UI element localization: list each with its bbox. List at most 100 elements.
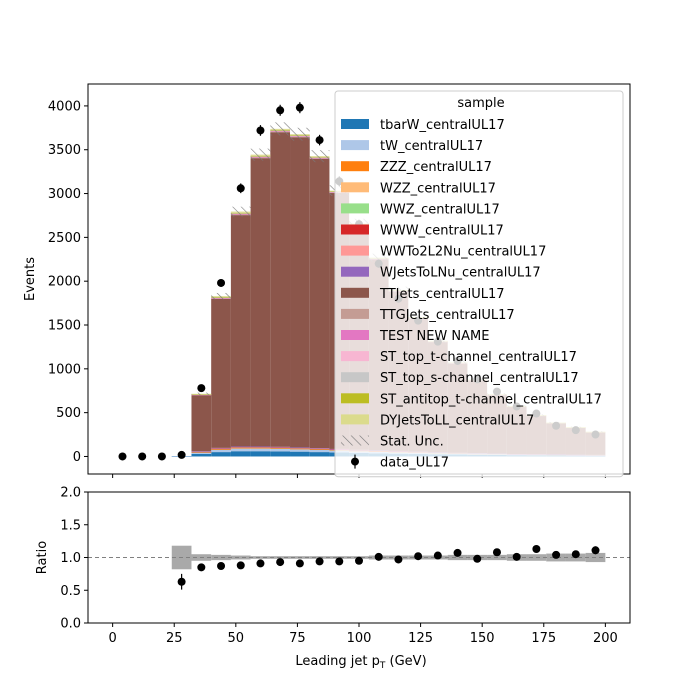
- legend-label-stat-unc: Stat. Unc.: [380, 435, 444, 450]
- stat-unc-bin-9: [290, 127, 310, 141]
- legend-label-WJetsToLNu_centralUL17: WJetsToLNu_centralUL17: [380, 266, 541, 281]
- bar-WJetsToLNu_centralUL17-bin-9: [290, 447, 310, 449]
- bar-tbarW_centralUL17-bin-4: [191, 453, 212, 457]
- bar-ZZZ_centralUL17-bin-5: [211, 449, 231, 450]
- legend-swatch-TTJets_centralUL17: [341, 287, 369, 298]
- ratio-y-axis-label: Ratio: [35, 541, 50, 574]
- legend-swatch-DYJetsToLL_centralUL17: [341, 414, 369, 425]
- main-y-tick-label: 3500: [48, 143, 81, 158]
- legend-label-TTGJets_centralUL17: TTGJets_centralUL17: [379, 308, 515, 323]
- ratio-point: [473, 554, 482, 563]
- x-tick-label: 100: [347, 631, 372, 646]
- legend-title: sample: [457, 96, 504, 111]
- ratio-y-tick-label: 0.0: [60, 617, 81, 632]
- ratio-point: [492, 548, 501, 557]
- legend-swatch-ST_top_s-channel_centralUL17: [341, 372, 369, 383]
- bar-tbarW_centralUL17-bin-8: [270, 451, 291, 457]
- x-tick-label: 25: [166, 631, 183, 646]
- legend-swatch-tbarW_centralUL17: [341, 119, 369, 129]
- ratio-point: [433, 551, 442, 560]
- legend-label-WZZ_centralUL17: WZZ_centralUL17: [380, 181, 496, 196]
- bar-tW_centralUL17-bin-6: [230, 448, 251, 452]
- bar-ZZZ_centralUL17-bin-9: [290, 448, 310, 450]
- legend-label-tW_centralUL17: tW_centralUL17: [380, 139, 483, 154]
- bar-TTJets_centralUL17-bin-7: [250, 158, 271, 447]
- bar-WJetsToLNu_centralUL17-bin-7: [250, 446, 271, 448]
- legend-label-WWTo2L2Nu_centralUL17: WWTo2L2Nu_centralUL17: [380, 245, 546, 260]
- legend-label-ST_top_s-channel_centralUL17: ST_top_s-channel_centralUL17: [380, 371, 579, 386]
- bar-tW_centralUL17-bin-9: [290, 448, 310, 452]
- ratio-point: [532, 544, 541, 553]
- ratio-points: [177, 544, 600, 590]
- main-y-tick-label: 4000: [48, 99, 81, 114]
- ratio-point: [591, 546, 600, 555]
- bar-tbarW_centralUL17-bin-7: [250, 451, 271, 457]
- ratio-point: [236, 561, 245, 570]
- ratio-plot: 0.0 0.5 1.0 1.5 2.0 0 25 50 75 100 125 150 175 200 Ra…: [35, 486, 631, 671]
- stat-unc-bin-4: [191, 392, 212, 396]
- legend-label-ST_top_t-channel_centralUL17: ST_top_t-channel_centralUL17: [380, 350, 577, 365]
- bar-tW_centralUL17-bin-8: [270, 448, 291, 452]
- stat-unc-bin-8: [270, 122, 291, 136]
- bar-WWW_centralUL17-bin-9: [290, 448, 310, 449]
- bar-WJetsToLNu_centralUL17-bin-8: [270, 446, 291, 448]
- bar-ZZZ_centralUL17-bin-10: [309, 449, 330, 450]
- ratio-band-bin-3: [230, 555, 251, 560]
- legend-swatch-TEST NEW NAME: [341, 330, 369, 340]
- legend-label-DYJetsToLL_centralUL17: DYJetsToLL_centralUL17: [380, 413, 534, 428]
- legend-label-tbarW_centralUL17: tbarW_centralUL17: [380, 118, 505, 133]
- stat-unc-bin-7: [250, 148, 271, 161]
- legend: sample tbarW_centralUL17 tW_centralUL17 ZZ…: [334, 90, 624, 478]
- ratio-point: [276, 558, 285, 567]
- ratio-point: [315, 557, 324, 566]
- legend-swatch-WZZ_centralUL17: [341, 182, 369, 193]
- legend-label-WWZ_centralUL17: WWZ_centralUL17: [380, 202, 500, 217]
- legend-swatch-WWZ_centralUL17: [341, 203, 369, 214]
- bar-TTJets_centralUL17-bin-6: [230, 215, 251, 447]
- legend-swatch-TTGJets_centralUL17: [341, 308, 369, 319]
- ratio-point: [295, 559, 304, 568]
- bar-WWW_centralUL17-bin-6: [230, 447, 251, 448]
- ratio-point: [355, 556, 363, 565]
- x-axis-label-text: Leading jet p: [295, 654, 380, 669]
- x-tick-label: 200: [593, 631, 618, 646]
- ratio-y-tick-label: 1.5: [60, 518, 81, 533]
- x-tick-label: 50: [228, 631, 245, 646]
- legend-swatch-WWTo2L2Nu_centralUL17: [341, 245, 369, 256]
- data-point: [256, 126, 265, 135]
- bar-WJetsToLNu_centralUL17-bin-10: [309, 448, 330, 449]
- main-y-tick-label: 1000: [48, 362, 81, 377]
- bar-WJetsToLNu_centralUL17-bin-6: [230, 446, 251, 448]
- legend-swatch-tW_centralUL17: [341, 140, 369, 151]
- x-tick-label: 75: [289, 631, 306, 646]
- ratio-point: [374, 552, 383, 561]
- bar-ZZZ_centralUL17-bin-7: [250, 447, 271, 449]
- ratio-point: [197, 563, 206, 572]
- main-y-tick-label: 0: [73, 450, 81, 465]
- bar-WJetsToLNu_centralUL17-bin-5: [211, 447, 231, 449]
- x-tick-label: 175: [531, 631, 556, 646]
- bar-ZZZ_centralUL17-bin-8: [270, 448, 291, 449]
- legend-label-TTJets_centralUL17: TTJets_centralUL17: [379, 287, 505, 302]
- x-tick-label: 125: [408, 631, 433, 646]
- bar-tbarW_centralUL17-bin-5: [211, 452, 231, 457]
- bar-tbarW_centralUL17-bin-6: [230, 451, 251, 457]
- bar-WWW_centralUL17-bin-8: [270, 447, 291, 449]
- bar-tW_centralUL17-bin-5: [211, 449, 231, 453]
- legend-label-ST_antitop_t-channel_centralUL17: ST_antitop_t-channel_centralUL17: [380, 392, 602, 407]
- ratio-point: [414, 552, 423, 561]
- bar-TTJets_centralUL17-bin-4: [191, 395, 212, 452]
- stat-unc-bin-10: [309, 150, 330, 163]
- legend-swatch-stat-unc: [341, 435, 369, 446]
- data-point: [276, 106, 285, 115]
- bar-WJetsToLNu_centralUL17-bin-4: [191, 451, 212, 452]
- data-point: [236, 184, 245, 193]
- x-axis-label: Leading jet pT (GeV): [295, 654, 426, 671]
- ratio-y-tick-label: 1.0: [60, 551, 81, 566]
- ratio-band-bin-4: [250, 556, 271, 559]
- bar-tW_centralUL17-bin-7: [250, 448, 271, 452]
- main-y-tick-label: 3000: [48, 187, 81, 202]
- data-point: [138, 452, 147, 461]
- ratio-band-bin-14: [447, 554, 468, 561]
